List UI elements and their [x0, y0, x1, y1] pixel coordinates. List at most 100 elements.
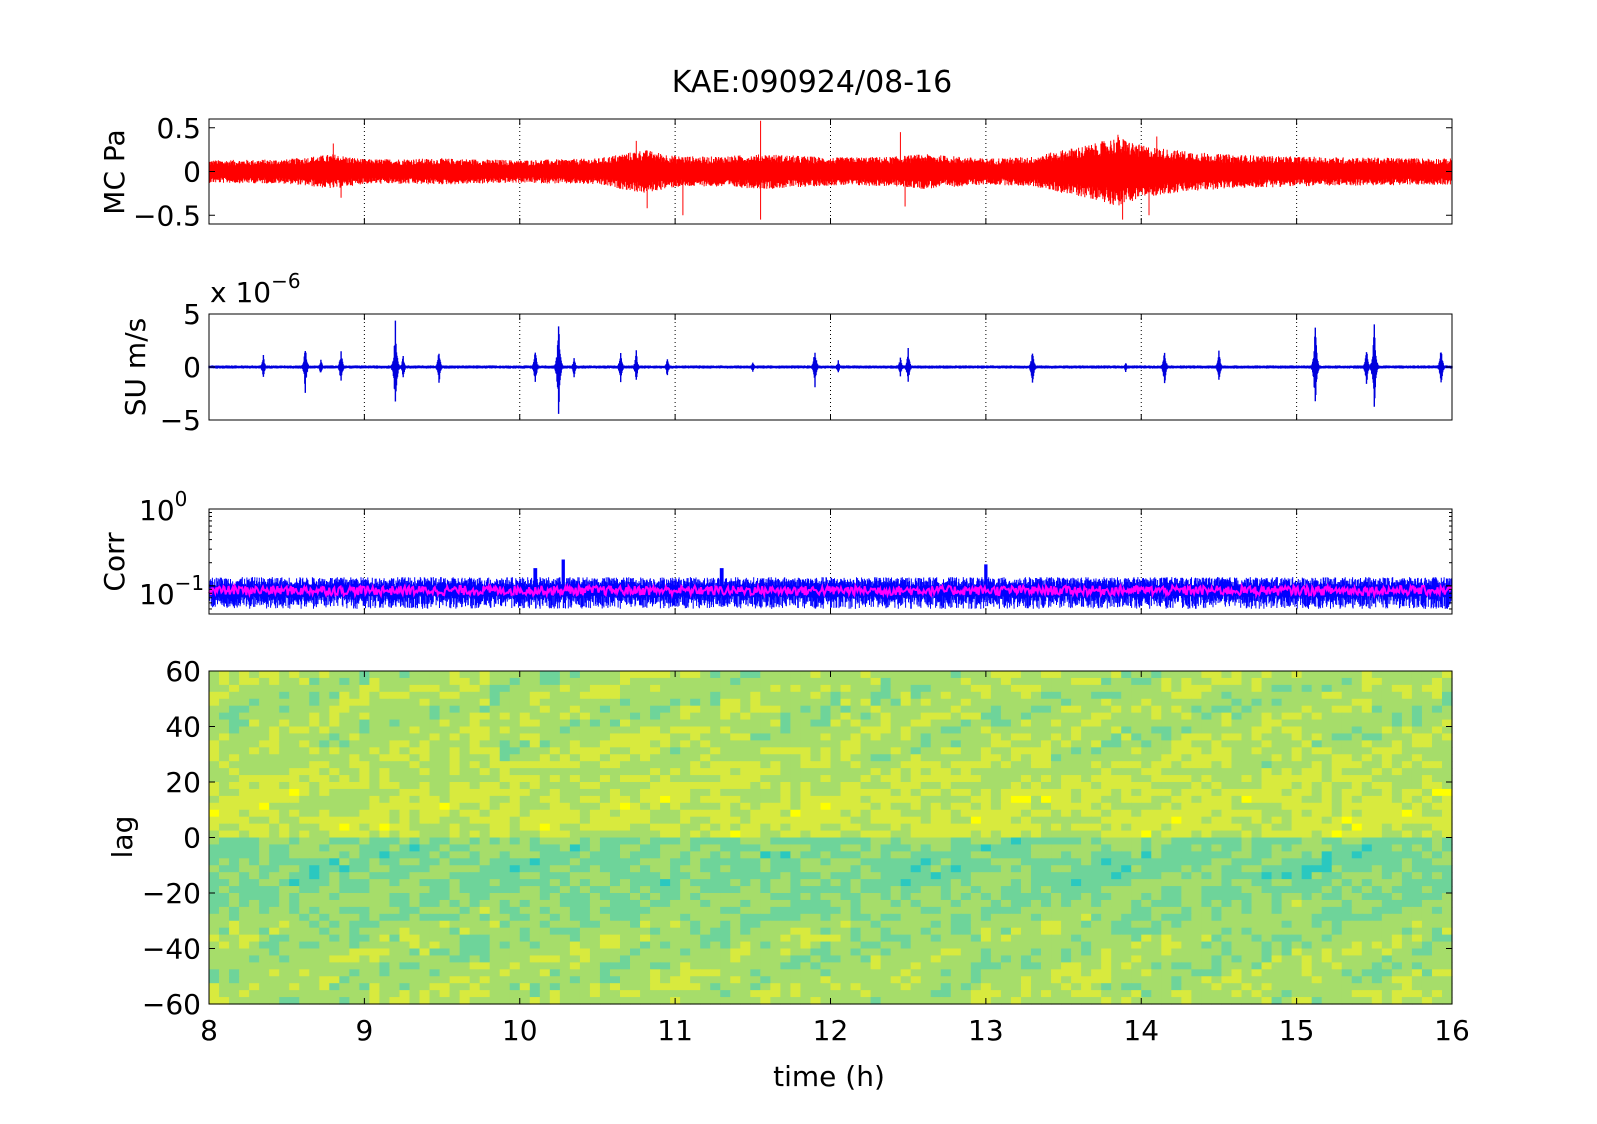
heatmap-cell	[660, 934, 671, 943]
heatmap-cell	[1291, 712, 1303, 721]
heatmap-cell	[870, 671, 882, 679]
heatmap-cell	[499, 830, 511, 839]
heatmap-cell	[640, 927, 651, 936]
heatmap-cell	[890, 705, 902, 714]
heatmap-cell	[700, 795, 711, 804]
heatmap-cell	[219, 844, 230, 852]
heatmap-cell	[579, 927, 591, 936]
heatmap-cell	[419, 712, 431, 721]
heatmap-cell	[910, 761, 922, 769]
heatmap-cell	[980, 747, 992, 755]
heatmap-cell	[349, 802, 360, 811]
heatmap-cell	[1030, 920, 1042, 929]
heatmap-cell	[1311, 879, 1323, 887]
heatmap-cell	[1141, 705, 1152, 714]
heatmap-cell	[409, 893, 421, 901]
heatmap-cell	[780, 837, 791, 846]
heatmap-cell	[1361, 879, 1373, 887]
heatmap-cell	[499, 851, 511, 859]
heatmap-cell	[309, 691, 320, 700]
heatmap-cell	[559, 865, 571, 873]
heatmap-cell	[740, 886, 751, 894]
heatmap-cell	[1431, 809, 1443, 818]
heatmap-cell	[1251, 830, 1263, 839]
heatmap-cell	[920, 795, 932, 804]
heatmap-cell	[309, 816, 320, 825]
heatmap-cell	[429, 782, 441, 790]
heatmap-cell	[1211, 677, 1223, 686]
heatmap-cell	[950, 934, 962, 943]
heatmap-cell	[1221, 823, 1233, 832]
heatmap-cell	[930, 775, 942, 783]
heatmap-cell	[870, 740, 882, 748]
heatmap-cell	[619, 671, 631, 679]
heatmap-cell	[970, 802, 982, 811]
heatmap-cell	[990, 795, 1002, 804]
heatmap-cell	[970, 719, 982, 728]
heatmap-cell	[900, 712, 912, 721]
heatmap-cell	[579, 719, 591, 728]
heatmap-cell	[259, 934, 270, 943]
heatmap-cell	[840, 913, 852, 922]
heatmap-cell	[609, 879, 621, 887]
heatmap-cell	[469, 684, 481, 693]
heatmap-cell	[1251, 851, 1263, 859]
heatmap-cell	[1311, 775, 1323, 783]
heatmap-cell	[650, 754, 661, 762]
heatmap-cell	[830, 788, 842, 797]
heatmap-cell	[369, 705, 381, 714]
heatmap-cell	[1071, 795, 1082, 804]
heatmap-cell	[569, 740, 581, 748]
heatmap-cell	[619, 705, 631, 714]
heatmap-cell	[209, 906, 220, 915]
heatmap-cell	[559, 816, 571, 825]
heatmap-cell	[399, 671, 411, 679]
heatmap-cell	[1411, 747, 1423, 755]
heatmap-cell	[619, 851, 631, 859]
heatmap-cell	[259, 677, 270, 686]
heatmap-cell	[1401, 761, 1413, 769]
heatmap-cell	[419, 823, 431, 832]
heatmap-cell	[930, 837, 942, 846]
heatmap-cell	[389, 830, 401, 839]
heatmap-cell	[640, 816, 651, 825]
heatmap-cell	[1291, 768, 1303, 776]
heatmap-cell	[599, 858, 611, 866]
heatmap-cell	[630, 906, 641, 915]
heatmap-cell	[529, 705, 541, 714]
heatmap-cell	[780, 802, 791, 811]
heatmap-cell	[1361, 733, 1373, 741]
heatmap-cell	[840, 906, 852, 915]
heatmap-cell	[449, 671, 461, 679]
heatmap-cell	[379, 726, 391, 735]
heatmap-cell	[529, 719, 541, 728]
heatmap-cell	[1271, 906, 1283, 915]
heatmap-cell	[1281, 927, 1293, 936]
heatmap-cell	[1321, 795, 1333, 804]
heatmap-cell	[1041, 747, 1052, 755]
heatmap-cell	[1281, 934, 1293, 943]
heatmap-cell	[1411, 726, 1423, 735]
heatmap-cell	[930, 691, 942, 700]
heatmap-cell	[980, 691, 992, 700]
heatmap-cell	[1371, 747, 1383, 755]
heatmap-cell	[830, 809, 842, 818]
heatmap-cell	[1391, 920, 1403, 929]
heatmap-cell	[660, 719, 671, 728]
heatmap-cell	[690, 934, 701, 943]
heatmap-cell	[299, 816, 310, 825]
heatmap-cell	[1091, 858, 1102, 866]
heatmap-cell	[900, 899, 912, 908]
heatmap-cell	[539, 837, 551, 846]
heatmap-cell	[900, 802, 912, 811]
heatmap-cell	[1191, 747, 1202, 755]
heatmap-cell	[850, 934, 862, 943]
heatmap-cell	[1311, 816, 1323, 825]
heatmap-cell	[1291, 761, 1303, 769]
heatmap-cell	[329, 872, 340, 880]
heatmap-cell	[609, 788, 621, 797]
heatmap-cell	[1020, 754, 1032, 762]
heatmap-cell	[1151, 809, 1162, 818]
heatmap-cell	[1121, 830, 1132, 839]
heatmap-cell	[449, 899, 461, 908]
